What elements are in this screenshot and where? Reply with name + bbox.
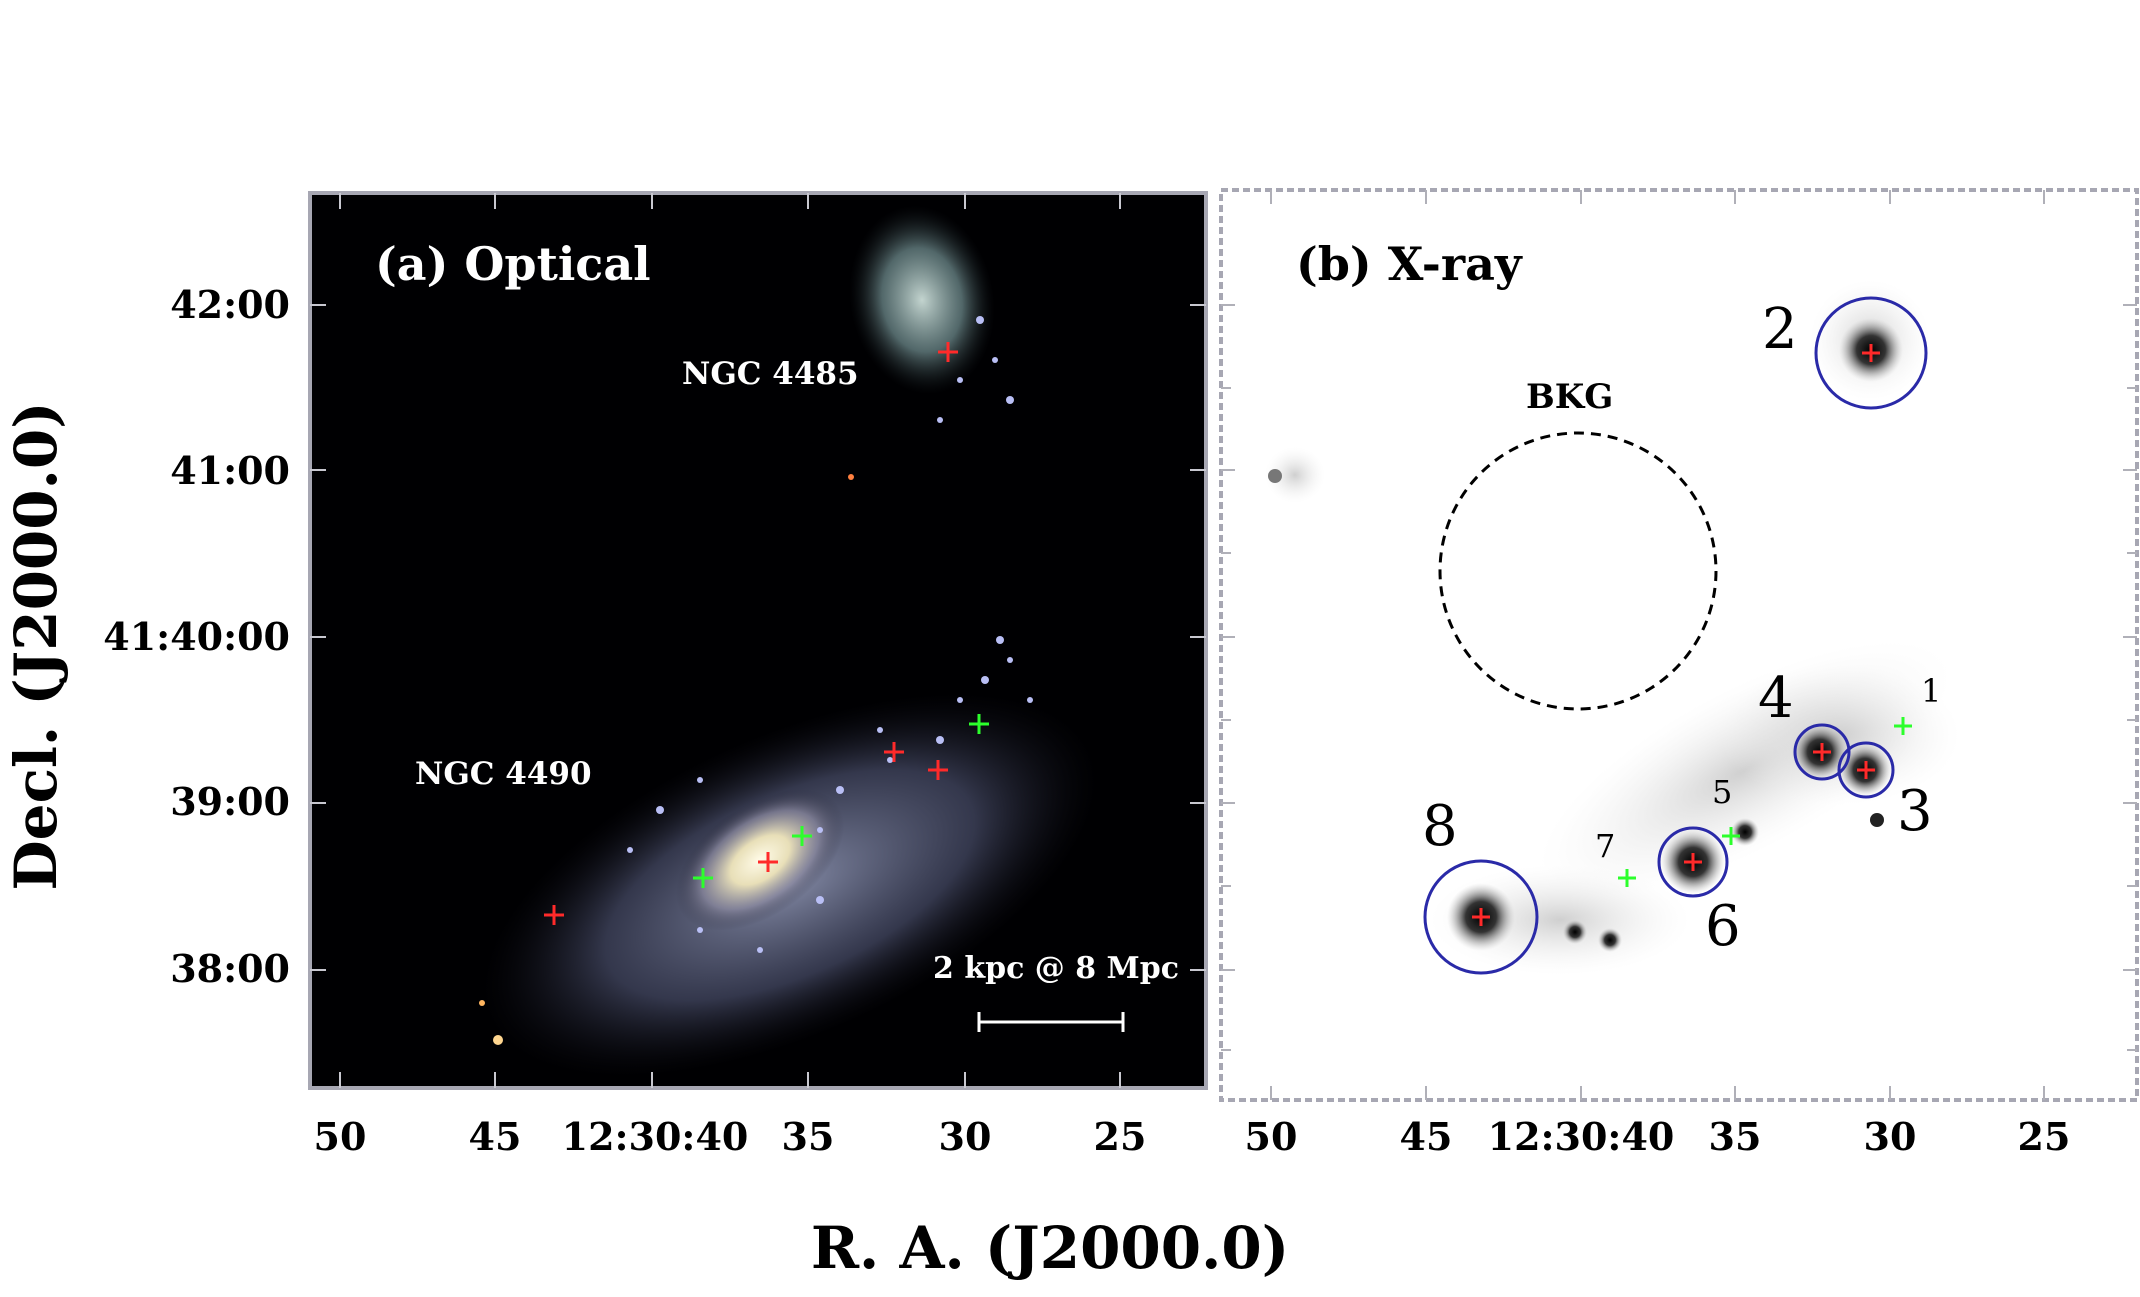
optical-panel: [308, 191, 1208, 1090]
ngc4490-bulge: [676, 789, 844, 931]
svg-text:50: 50: [314, 1114, 367, 1159]
x-axis-title: R. A. (J2000.0): [811, 1214, 1289, 1282]
svg-text:25: 25: [2018, 1114, 2071, 1159]
source-label-8: 8: [1422, 794, 1458, 859]
xray-panel: [1219, 188, 2139, 1102]
marker-4: [884, 742, 904, 762]
panel-a-label: (a) Optical: [375, 237, 651, 291]
svg-text:12:30:40: 12:30:40: [1488, 1114, 1675, 1159]
optical-ticks: [310, 193, 1206, 1088]
xray-image: [1219, 188, 2139, 1102]
scale-bar: [977, 1012, 1125, 1032]
bkg-label: BKG: [1526, 377, 1613, 417]
svg-text:39:00: 39:00: [170, 779, 290, 824]
circle-2: [1814, 296, 1928, 410]
source-label-2: 2: [1762, 297, 1798, 362]
marker-1: [969, 714, 989, 734]
foreground-star: [479, 1000, 485, 1006]
xray-red-markers: [1472, 344, 1880, 926]
circle-8: [1423, 859, 1539, 975]
scale-bar-label: 2 kpc @ 8 Mpc: [933, 951, 1179, 986]
circle-6: [1657, 826, 1729, 898]
marker-2: [938, 342, 958, 362]
xray-green-markers: [1618, 717, 1912, 887]
x-tick-labels-a: 50 45 12:30:40 35 30 25: [314, 1114, 1147, 1159]
marker-8: [544, 905, 564, 925]
svg-text:45: 45: [1400, 1114, 1453, 1159]
galaxy-label-ngc4490: NGC 4490: [415, 756, 592, 792]
marker-7: [693, 868, 713, 888]
galaxy-label-ngc4485: NGC 4485: [682, 356, 859, 392]
svg-text:30: 30: [939, 1114, 992, 1159]
x-tick-labels-b: 50 45 12:30:40 35 30 25: [1245, 1114, 2071, 1159]
star-knots: [627, 316, 1033, 953]
foreground-star: [848, 474, 854, 480]
y-axis-title: Decl. (J2000.0): [2, 401, 70, 890]
svg-text:50: 50: [1245, 1114, 1298, 1159]
svg-text:25: 25: [1094, 1114, 1147, 1159]
svg-text:35: 35: [782, 1114, 835, 1159]
source-label-6: 6: [1705, 894, 1741, 959]
source-label-7: 7: [1595, 827, 1615, 865]
marker-6: [758, 852, 778, 872]
source-label-5: 5: [1712, 773, 1732, 811]
circle-4: [1793, 723, 1851, 781]
source-label-4: 4: [1758, 666, 1794, 731]
svg-text:12:30:40: 12:30:40: [562, 1114, 749, 1159]
svg-text:30: 30: [1864, 1114, 1917, 1159]
xray-ticks: [1221, 190, 2137, 1100]
marker-3: [928, 760, 948, 780]
svg-text:35: 35: [1709, 1114, 1762, 1159]
svg-text:41:40:00: 41:40:00: [103, 614, 290, 659]
source-circles: [1423, 296, 1928, 975]
bkg-region: [1438, 431, 1718, 711]
svg-text:42:00: 42:00: [170, 282, 290, 327]
svg-text:45: 45: [469, 1114, 522, 1159]
source-label-3: 3: [1897, 779, 1933, 844]
svg-text:38:00: 38:00: [170, 946, 290, 991]
ngc4485-glow: [849, 205, 995, 395]
optical-green-markers: [693, 714, 989, 888]
source-label-1: 1: [1921, 672, 1941, 710]
optical-red-markers: [544, 342, 958, 925]
svg-text:41:00: 41:00: [170, 448, 290, 493]
circle-3: [1837, 741, 1895, 799]
marker-5: [792, 826, 812, 846]
y-tick-labels: 42:00 41:00 41:40:00 39:00 38:00: [103, 282, 290, 991]
panel-b-label: (b) X-ray: [1296, 237, 1523, 291]
foreground-star: [493, 1035, 503, 1045]
